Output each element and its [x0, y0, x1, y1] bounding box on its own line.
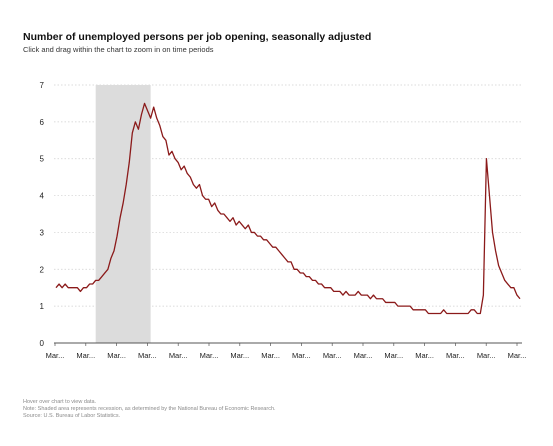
x-tick-label: Mar...	[292, 351, 311, 360]
y-tick-label: 4	[40, 192, 45, 201]
x-tick-label: Mar...	[323, 351, 342, 360]
footnotes: Hover over chart to view data. Note: Sha…	[23, 399, 276, 420]
footnote-hover: Hover over chart to view data.	[23, 399, 97, 405]
recession-band	[95, 85, 151, 343]
x-tick-label: Mar...	[508, 351, 527, 360]
series-layer[interactable]	[55, 102, 521, 315]
series-line[interactable]	[55, 102, 521, 315]
x-tick-label: Mar...	[46, 351, 65, 360]
y-tick-label: 7	[40, 81, 45, 90]
chart-subtitle: Click and drag within the chart to zoom …	[23, 45, 214, 54]
footnote-source: Source: U.S. Bureau of Labor Statistics.	[23, 413, 121, 419]
x-tick-label: Mar...	[107, 351, 126, 360]
x-tick-label: Mar...	[200, 351, 219, 360]
x-tick-label: Mar...	[446, 351, 465, 360]
x-tick-label: Mar...	[261, 351, 280, 360]
y-tick-label: 1	[40, 302, 45, 311]
x-tick-label: Mar...	[477, 351, 496, 360]
recession-shading	[95, 85, 151, 343]
x-tick-label: Mar...	[354, 351, 373, 360]
footnote-recession-note: Note: Shaded area represents recession, …	[23, 406, 276, 412]
y-tick-label: 6	[40, 118, 45, 127]
x-tick-label: Mar...	[138, 351, 157, 360]
x-tick-label: Mar...	[169, 351, 188, 360]
y-tick-labels: 0 1 2 3 4 5 6 7	[40, 81, 45, 348]
chart-title: Number of unemployed persons per job ope…	[23, 31, 372, 43]
x-tick-label: Mar...	[76, 351, 95, 360]
y-tick-label: 2	[40, 265, 45, 274]
x-tick-labels: Mar... Mar... Mar... Mar... Mar... Mar... Mar.…	[46, 343, 527, 360]
x-tick-label: Mar...	[415, 351, 434, 360]
x-tick-label: Mar...	[384, 351, 403, 360]
y-tick-label: 3	[40, 228, 45, 237]
y-tick-label: 5	[40, 155, 45, 164]
y-tick-label: 0	[40, 339, 45, 348]
x-tick-label: Mar...	[230, 351, 249, 360]
